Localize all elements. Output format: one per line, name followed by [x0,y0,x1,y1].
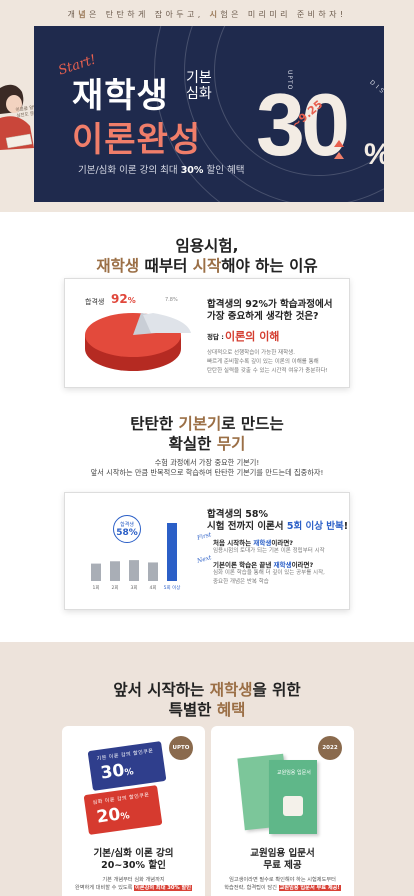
pie-value: 92% [111,292,136,306]
bar-label: 2회 [111,584,118,591]
book-front: 교원임용 입문서 [269,760,317,834]
bubble: 합격생 58% [113,515,141,543]
triangle-icon [334,140,344,147]
first-point: 처음 시작하는 재학생이라면? [213,539,294,547]
answer-label: 정답 : [207,333,224,341]
benefit1-title: 기본/심화 이론 강의 20~30% 할인 [93,848,174,871]
bar-3 [129,560,139,581]
bar-1 [91,563,101,581]
benefit-card-discount[interactable]: UPTO 기본 이론 강의 할인쿠폰 30% 심화 이론 강의 할인쿠폰 20%… [62,726,205,896]
benefit1-desc: 기본 개념부터 심화 개념까지 완벽하게 대비할 수 있도록 이론강의 최대 30… [74,877,193,891]
coupon-basic: 기본 이론 강의 할인쿠폰 30% [87,741,167,791]
pie-chart [85,313,191,371]
hero-title-line2: 이론완성 [72,120,202,160]
pie-rest: 7.8% [165,297,178,303]
bar-label: 3회 [130,584,137,591]
bar-2 [110,561,120,581]
triangle-icon [334,152,344,159]
upto-badge: UPTO [169,736,193,760]
hero-title-line1: 재학생 [72,76,169,116]
hero-subtitle: 기본/심화 이론 강의 최대 30% 할인 혜택 [78,165,245,176]
reason-card: 합격생 92% 7.8% 합격생의 92%가 학습과정에서 가장 중요하게 생각한… [64,278,350,388]
reason-question: 합격생의 92%가 학습과정에서 가장 중요하게 생각한 것은? [207,299,333,322]
next-point-desc: 심화 이론 학습을 통해 더 깊이 있는 공부를 시작, 중요한 개념은 반복 … [213,570,325,585]
reason-description: 상대적으로 선행학습이 가능한 재학생. 빠르게 준비할수록 깊이 있는 이론의… [207,350,328,374]
basics-heading-line2: 확실한 무기 [168,435,246,453]
bar-4 [148,562,158,581]
first-script: First [196,531,213,542]
hero-navy-panel: Start! 재학생 기본 심화 이론완성 기본/심화 이론 강의 최대 30% … [34,26,384,202]
basics-card: 합격생 58% 1회 2회 3회 4회 5회 이상 합격생의 58% 시험 전까지 이론서… [64,492,350,610]
student-illustration [0,84,34,150]
bar-label: 1회 [92,584,99,591]
next-script: Next [196,554,213,565]
bar-5 [167,523,177,581]
reason-section: 임용시험, 재학생 때부터 시작해야 하는 이유 합격생 92% 7.8% 합격… [0,212,414,402]
reason-heading-line1: 임용시험, [175,237,239,255]
bar-label: 5회 이상 [164,584,181,591]
benefit-heading-line1: 앞서 시작하는 재학생을 위한 [113,681,301,699]
benefit2-desc: 임고생이라면 필수로 확인해야 하는 시험제도부터 학습전략, 합격팁이 담긴 교… [224,877,341,891]
pie-label: 합격생 [85,298,105,306]
discount-percent: % [364,138,384,172]
reason-heading-line2: 재학생 때부터 시작해야 하는 이유 [96,257,318,275]
next-point: 기본이론 학습은 끝낸 재학생이라면? [213,561,314,569]
hero-title-side: 기본 심화 [186,70,212,102]
basics-heading-line1: 탄탄한 기본기로 만드는 [130,415,284,433]
year-badge: 2022 [318,736,342,760]
basics-section: 탄탄한 기본기로 만드는 확실한 무기 수험 과정에서 가장 중요한 기본기! 앞… [0,402,414,642]
bar-label: 4회 [149,584,156,591]
hero-banner: 개념은 탄탄하게 잡아두고, 시험은 미리미리 준비하자! 이론을 알면 실전도… [0,0,414,212]
upto-label: UPTO [286,70,293,91]
basics-card-title: 합격생의 58% 시험 전까지 이론서 5회 이상 반복! [207,509,349,532]
bar-chart: 1회 2회 3회 4회 5회 이상 [91,523,181,591]
coupon-advanced: 심화 이론 강의 할인쿠폰 20% [83,785,163,835]
benefit-heading-line2: 특별한 혜택 [168,701,246,719]
hero-tagline: 개념은 탄탄하게 잡아두고, 시험은 미리미리 준비하자! [67,10,347,19]
benefit-section: 앞서 시작하는 재학생을 위한 특별한 혜택 UPTO 기본 이론 강의 할인쿠… [0,642,414,896]
book-emblem [283,796,303,816]
benefit2-title: 교원임용 입문서 무료 제공 [250,848,315,871]
first-point-desc: 임용시험의 토대가 되는 기본 이론 정립부터 시작 [213,548,325,554]
benefit-card-book[interactable]: 2022 교원임용 입문서 교원임용 입문서 무료 제공 임고생이라면 필수로 확… [211,726,354,896]
basics-subtext: 수험 과정에서 가장 중요한 기본기! 앞서 시작하는 만큼 반복적으로 학습하여… [90,458,324,477]
answer-value: 이론의 이해 [225,330,280,343]
